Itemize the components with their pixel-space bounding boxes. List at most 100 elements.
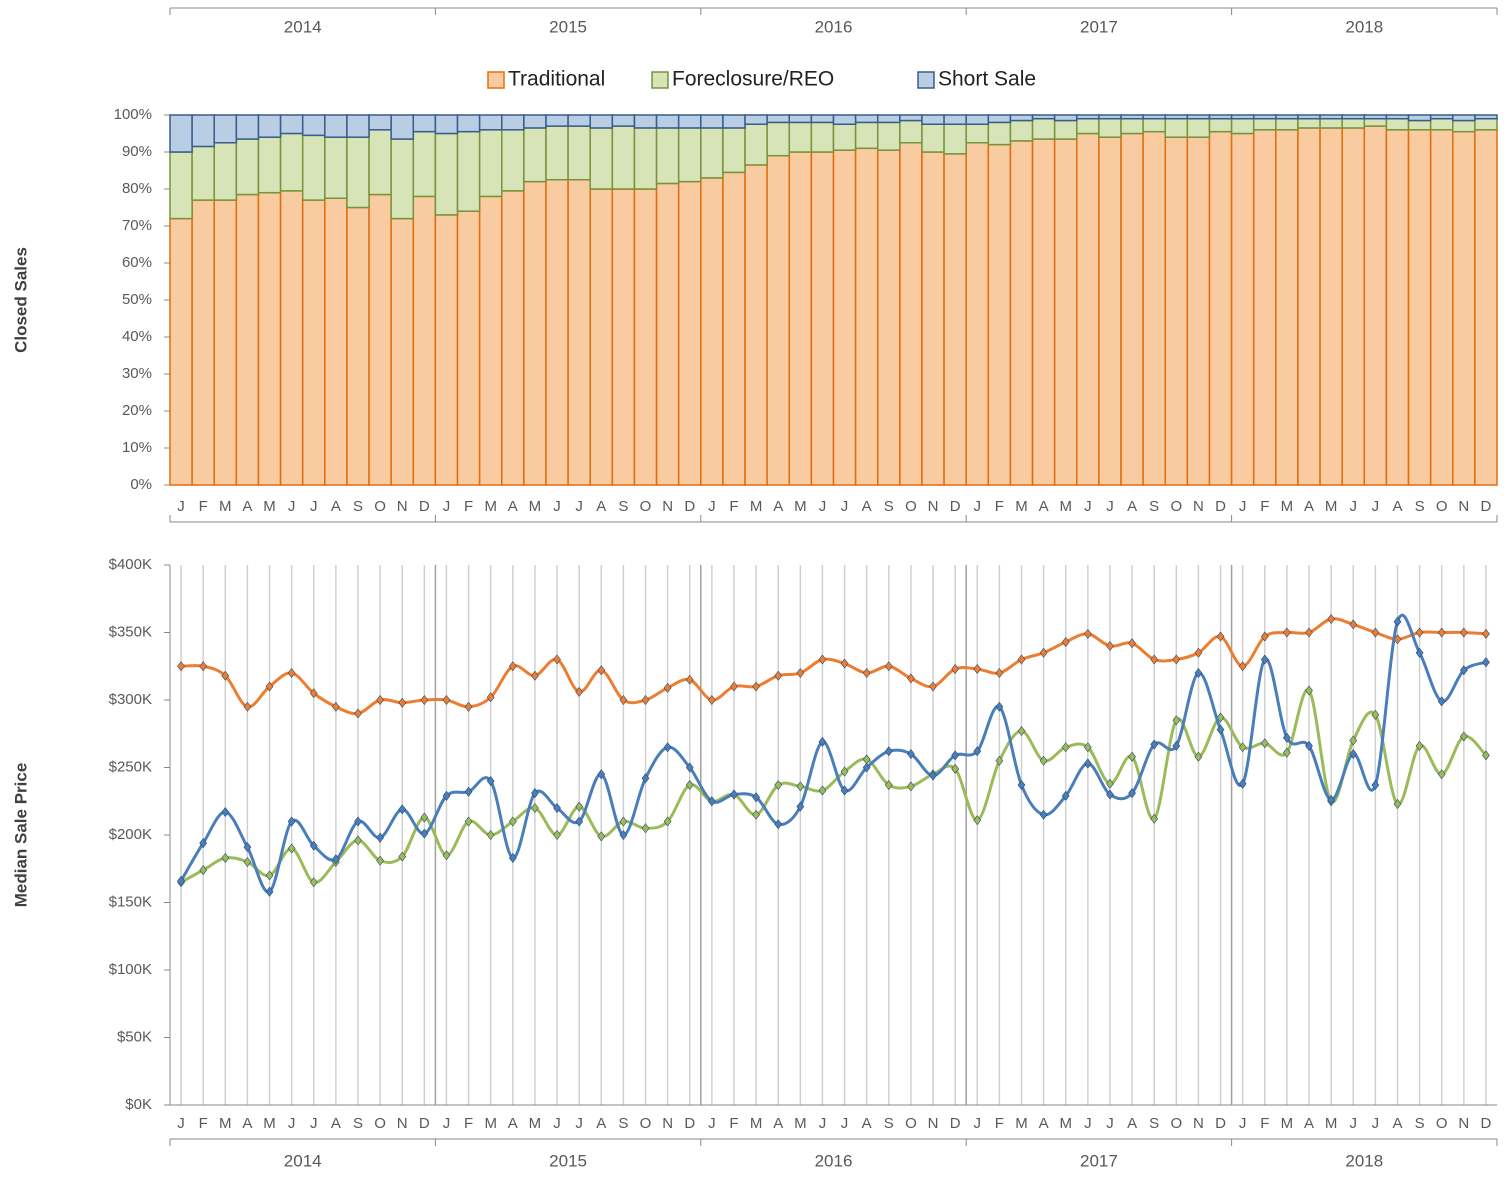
x-tick-label: S xyxy=(1415,1115,1425,1132)
bar-segment xyxy=(1009,119,1034,142)
legend-label: Short Sale xyxy=(938,68,1036,91)
point xyxy=(1128,638,1136,649)
bar-segment xyxy=(235,114,260,140)
point xyxy=(597,665,606,676)
point xyxy=(1017,780,1026,791)
point xyxy=(1305,685,1313,696)
point xyxy=(442,850,451,861)
bar-segment xyxy=(169,217,193,486)
bar-segment xyxy=(899,142,923,486)
point xyxy=(221,807,230,818)
point xyxy=(1061,636,1070,647)
bar-segment xyxy=(1297,127,1321,486)
x-tick-label: J xyxy=(819,498,827,515)
bar-segment xyxy=(1208,114,1233,120)
bar-segment xyxy=(279,190,304,486)
bar-segment xyxy=(301,134,326,201)
point xyxy=(1393,798,1402,809)
bar-segment xyxy=(1076,132,1100,486)
bar-segment xyxy=(478,195,503,486)
x-tick-label: M xyxy=(750,498,763,515)
bar-segment xyxy=(545,125,569,181)
bar-segment xyxy=(501,114,525,131)
x-tick-label: N xyxy=(397,498,408,515)
bar-segment xyxy=(478,129,503,198)
x-tick-label: J xyxy=(708,498,716,515)
x-tick-label: A xyxy=(508,1115,518,1132)
x-tick-label: J xyxy=(1349,498,1357,515)
x-tick-label: N xyxy=(1458,1115,1469,1132)
bar-segment xyxy=(987,114,1012,124)
point xyxy=(619,830,628,840)
point xyxy=(1415,627,1424,638)
x-tick-label: J xyxy=(1239,1115,1247,1132)
x-tick-label: J xyxy=(310,498,318,515)
point xyxy=(907,673,915,684)
bar-segment xyxy=(1407,129,1432,486)
point xyxy=(707,796,716,807)
point xyxy=(973,746,982,757)
bar-segment xyxy=(434,132,459,216)
bar-segment xyxy=(1252,117,1277,131)
bar-segment xyxy=(899,119,923,144)
bar-segment xyxy=(943,153,967,486)
point xyxy=(884,661,893,672)
point xyxy=(354,816,362,827)
point xyxy=(331,854,340,865)
point xyxy=(1260,631,1269,642)
bar-segment xyxy=(589,127,614,190)
bar-segment xyxy=(788,121,813,153)
point xyxy=(1194,647,1203,658)
point xyxy=(287,816,296,827)
bar-segment xyxy=(1142,114,1166,120)
point xyxy=(486,830,495,840)
point xyxy=(818,785,827,796)
point xyxy=(1327,794,1336,805)
point xyxy=(243,701,252,712)
point xyxy=(1459,731,1468,742)
point xyxy=(1128,788,1136,799)
bar-segment xyxy=(1009,114,1034,122)
point xyxy=(685,780,694,791)
bar-segment xyxy=(700,114,724,129)
point xyxy=(464,816,473,827)
point xyxy=(1216,712,1225,723)
bar-segment xyxy=(279,114,304,135)
x-tick-label: S xyxy=(1415,498,1425,515)
x-tick-label: S xyxy=(353,498,363,515)
x-tick-label: J xyxy=(841,1115,849,1132)
bar-segment xyxy=(1252,114,1277,120)
bar-segment xyxy=(655,127,680,185)
bar-segment xyxy=(1363,117,1388,127)
bar-segment xyxy=(1474,114,1498,120)
x-tick-label: A xyxy=(331,1115,341,1132)
point xyxy=(442,790,451,801)
x-tick-label: M xyxy=(1059,1115,1072,1132)
x-tick-label: M xyxy=(1015,1115,1028,1132)
point xyxy=(486,776,495,786)
point xyxy=(1283,732,1291,743)
bar-segment xyxy=(390,138,415,220)
point xyxy=(508,816,517,827)
point xyxy=(575,801,584,812)
bar-segment xyxy=(1076,114,1100,120)
x-tick-label: M xyxy=(529,498,542,515)
x-tick-label: M xyxy=(484,1115,497,1132)
y-axis-title: Closed Sales xyxy=(11,247,30,353)
point xyxy=(1437,769,1446,780)
x-tick-label: D xyxy=(1481,498,1492,515)
bar-segment xyxy=(456,114,481,133)
x-tick-label: J xyxy=(1239,498,1247,515)
point xyxy=(309,840,318,851)
bar-segment xyxy=(788,151,813,486)
point xyxy=(707,695,716,705)
bar-segment xyxy=(1474,117,1498,131)
bar-segment xyxy=(1031,114,1056,120)
x-tick-label: J xyxy=(288,1115,296,1132)
x-tick-label: J xyxy=(177,1115,185,1132)
year-label: 2017 xyxy=(1080,17,1118,36)
bar-segment xyxy=(677,180,702,486)
x-tick-label: J xyxy=(1372,498,1380,515)
x-tick-label: J xyxy=(708,1115,716,1132)
bar-segment xyxy=(1297,114,1321,120)
